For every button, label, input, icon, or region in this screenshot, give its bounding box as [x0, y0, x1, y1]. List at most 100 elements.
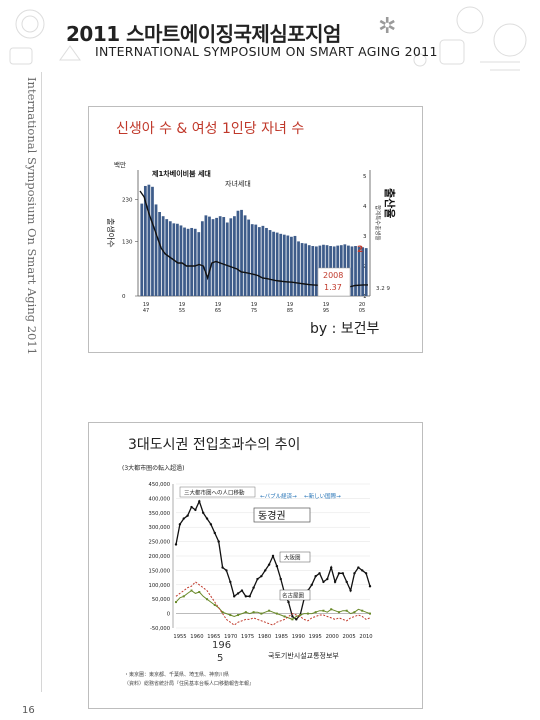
birth-bar: [265, 227, 268, 296]
rate-marker: 2: [357, 245, 363, 255]
birth-bar: [293, 235, 297, 296]
birth-bar: [183, 227, 186, 296]
y-tick-label: 200,000: [149, 554, 170, 560]
nagoya-point: [299, 614, 302, 617]
tokyo-point: [229, 580, 232, 584]
birth-bar: [243, 215, 247, 296]
birth-bar: [161, 216, 165, 296]
right-axis-inner-label: 합계특수출생율: [374, 205, 382, 240]
tokyo-point: [213, 531, 216, 535]
sparkle-logo-icon: ✲: [378, 14, 397, 39]
tokyo-point: [310, 583, 313, 586]
birth-bar: [307, 245, 311, 296]
legend-text: 三大都市圏への人口移動: [184, 489, 245, 497]
x-tick-label: 19 47: [143, 302, 149, 314]
nagoya-point: [275, 612, 278, 615]
period-label-global: ←新しい国際→: [304, 492, 341, 500]
callout-year: 2008: [323, 271, 343, 280]
chart-title: (3大都市圏の転入超過): [122, 464, 185, 472]
birth-bar: [143, 185, 147, 296]
right-tick-label: 1: [363, 294, 367, 300]
birth-bar: [154, 204, 158, 296]
period-label-bubble: ←バブル経済→: [260, 492, 297, 500]
birth-bar: [286, 235, 290, 296]
left-tick-label: 230: [122, 197, 133, 203]
header-subtitle: INTERNATIONAL SYMPOSIUM ON SMART AGING 2…: [95, 44, 438, 59]
tokyo-point: [271, 554, 275, 558]
tokyo-point: [314, 574, 317, 578]
chart-footer: 국토기반시설교통정보부: [268, 651, 339, 660]
birth-bar: [186, 228, 190, 296]
birth-bar: [140, 203, 144, 296]
birth-bar: [165, 219, 169, 296]
tokyo-point: [291, 615, 294, 618]
year-label-line2: 5: [217, 653, 223, 664]
birth-bar: [225, 222, 229, 296]
birth-bar: [147, 184, 151, 296]
osaka-area-label: 大阪圏: [284, 554, 301, 562]
year-label-line1: 196: [212, 640, 231, 651]
nagoya-point: [175, 601, 177, 604]
tokyo-point: [368, 585, 372, 588]
tokyo-point: [248, 595, 251, 598]
x-tick-label: 1960: [190, 634, 203, 640]
tokyo-point: [330, 566, 333, 569]
y-tick-label: 0: [167, 612, 170, 618]
tokyo-point: [225, 569, 228, 572]
birth-bar: [297, 241, 300, 296]
right-axis-label: 출산율: [383, 188, 397, 218]
side-label: International Symposium On Smart Aging 2…: [25, 77, 39, 356]
right-tick-label: 4: [363, 204, 367, 210]
birth-bar: [204, 215, 208, 296]
callout-value: 1.37: [324, 283, 342, 292]
birth-bar: [354, 246, 357, 296]
tokyo-point: [236, 592, 240, 595]
nagoya-point: [283, 615, 286, 618]
birth-bar: [275, 232, 279, 296]
nagoya-point: [229, 614, 232, 617]
birth-bar: [261, 225, 265, 296]
birth-bar: [350, 246, 354, 296]
x-tick-label: 1955: [173, 634, 186, 640]
nagoya-point: [314, 611, 317, 614]
birth-bar: [215, 217, 218, 296]
nagoya-point: [322, 609, 325, 612]
nagoya-point: [221, 611, 224, 614]
y-tick-label: 150,000: [149, 568, 170, 574]
tokyo-point: [260, 574, 263, 578]
tokyo-point: [333, 580, 337, 584]
nagoya-point: [345, 609, 348, 612]
tokyo-point: [361, 569, 364, 572]
tokyo-point: [217, 540, 220, 543]
tokyo-point: [357, 566, 360, 569]
birth-bar: [254, 224, 258, 296]
tokyo-point: [240, 589, 244, 592]
children-label: 자녀세대: [225, 179, 251, 188]
birth-bar: [158, 212, 161, 296]
tokyo-point: [364, 572, 368, 575]
nagoya-point: [330, 608, 333, 611]
left-tick-label: 0: [122, 294, 126, 300]
birth-bar: [357, 246, 361, 296]
tokyo-point: [353, 572, 356, 575]
y-tick-label: -50,000: [150, 626, 170, 632]
birth-bar: [222, 217, 226, 296]
nagoya-point: [353, 611, 356, 614]
tokyo-point: [318, 572, 321, 575]
page-number: 16: [22, 705, 35, 716]
side-values: 3.2 9: [376, 286, 390, 292]
tokyo-point: [264, 569, 267, 572]
tokyo-point: [256, 577, 259, 581]
tokyo-point: [345, 580, 348, 584]
nagoya-point: [306, 612, 309, 615]
tokyo-point: [349, 589, 352, 592]
nagoya-point: [213, 603, 216, 606]
osaka-area-line: [175, 581, 371, 626]
nagoya-point: [260, 612, 263, 615]
